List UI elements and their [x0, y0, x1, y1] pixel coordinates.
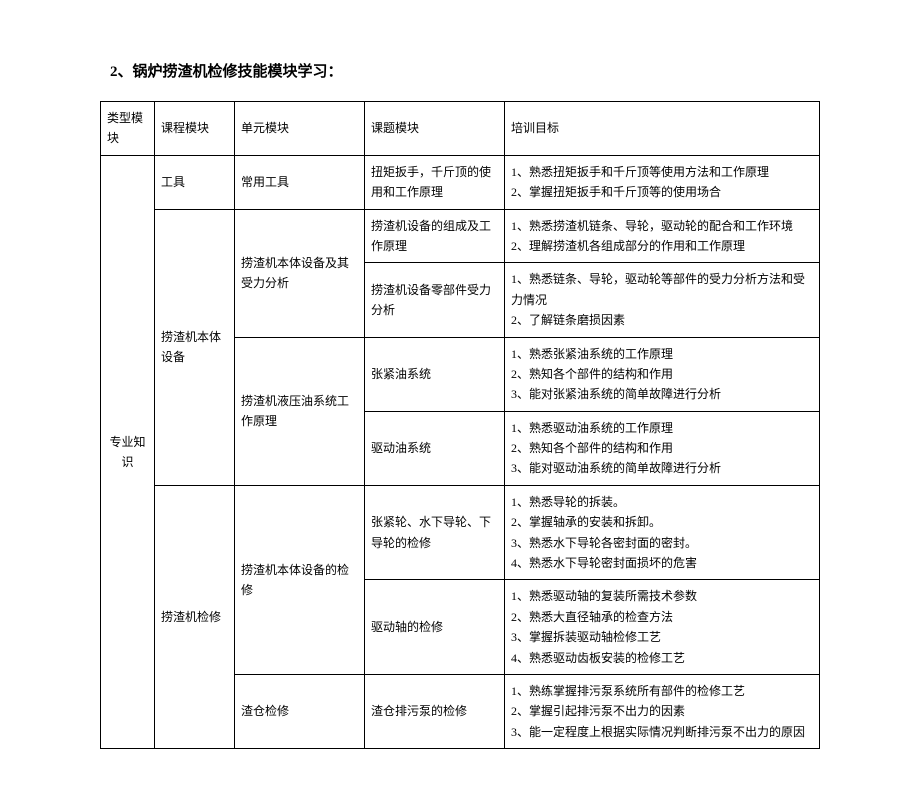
goal-line: 2、掌握扭矩扳手和千斤顶等的使用场合 — [511, 182, 813, 202]
topic-module-cell: 渣仓排污泵的检修 — [365, 674, 505, 748]
goal-cell: 1、熟悉驱动油系统的工作原理2、熟知各个部件的结构和作用3、能对驱动油系统的简单… — [505, 411, 820, 485]
topic-module-cell: 捞渣机设备的组成及工作原理 — [365, 209, 505, 263]
goal-line: 1、熟悉驱动油系统的工作原理 — [511, 418, 813, 438]
goal-cell: 1、熟悉张紧油系统的工作原理2、熟知各个部件的结构和作用3、能对张紧油系统的简单… — [505, 337, 820, 411]
table-row: 捞渣机本体 设备捞渣机本体设备及其受力分析捞渣机设备的组成及工作原理1、熟悉捞渣… — [101, 209, 820, 263]
goal-cell: 1、熟悉驱动轴的复装所需技术参数2、熟悉大直径轴承的检查方法3、掌握拆装驱动轴检… — [505, 580, 820, 675]
header-unit: 单元模块 — [235, 102, 365, 156]
goal-line: 1、熟悉导轮的拆装。 — [511, 492, 813, 512]
unit-module-cell: 捞渣机本体设备及其受力分析 — [235, 209, 365, 337]
goal-line: 2、熟知各个部件的结构和作用 — [511, 364, 813, 384]
header-topic: 课题模块 — [365, 102, 505, 156]
goal-cell: 1、熟悉捞渣机链条、导轮，驱动轮的配合和工作环境2、理解捞渣机各组成部分的作用和… — [505, 209, 820, 263]
topic-module-cell: 扭矩扳手，千斤顶的使用和工作原理 — [365, 155, 505, 209]
topic-module-cell: 张紧油系统 — [365, 337, 505, 411]
goal-line: 2、理解捞渣机各组成部分的作用和工作原理 — [511, 236, 813, 256]
table-header-row: 类型模块 课程模块 单元模块 课题模块 培训目标 — [101, 102, 820, 156]
module-table: 类型模块 课程模块 单元模块 课题模块 培训目标 专业知识工具常用工具扭矩扳手，… — [100, 101, 820, 749]
goal-cell: 1、熟练掌握排污泵系统所有部件的检修工艺2、掌握引起排污泵不出力的因素3、能一定… — [505, 674, 820, 748]
unit-module-cell: 渣仓检修 — [235, 674, 365, 748]
unit-module-cell: 捞渣机液压油系统工作原理 — [235, 337, 365, 485]
course-module-cell: 捞渣机检修 — [155, 485, 235, 748]
goal-cell: 1、熟悉链条、导轮，驱动轮等部件的受力分析方法和受力情况2、了解链条磨损因素 — [505, 263, 820, 337]
goal-line: 2、掌握引起排污泵不出力的因素 — [511, 701, 813, 721]
topic-module-cell: 驱动轴的检修 — [365, 580, 505, 675]
type-module-cell: 专业知识 — [101, 155, 155, 748]
goal-line: 2、了解链条磨损因素 — [511, 310, 813, 330]
table-row: 专业知识工具常用工具扭矩扳手，千斤顶的使用和工作原理1、熟悉扭矩扳手和千斤顶等使… — [101, 155, 820, 209]
topic-module-cell: 驱动油系统 — [365, 411, 505, 485]
table-row: 捞渣机检修捞渣机本体设备的检修张紧轮、水下导轮、下导轮的检修1、熟悉导轮的拆装。… — [101, 485, 820, 580]
section-title: 2、锅炉捞渣机检修技能模块学习： — [110, 60, 820, 81]
goal-line: 1、熟悉驱动轴的复装所需技术参数 — [511, 586, 813, 606]
course-module-cell: 捞渣机本体 设备 — [155, 209, 235, 485]
goal-line: 1、熟悉张紧油系统的工作原理 — [511, 344, 813, 364]
goal-line: 1、熟悉捞渣机链条、导轮，驱动轮的配合和工作环境 — [511, 216, 813, 236]
goal-line: 3、能对张紧油系统的简单故障进行分析 — [511, 384, 813, 404]
goal-line: 2、熟知各个部件的结构和作用 — [511, 438, 813, 458]
unit-module-cell: 捞渣机本体设备的检修 — [235, 485, 365, 674]
goal-line: 1、熟悉扭矩扳手和千斤顶等使用方法和工作原理 — [511, 162, 813, 182]
goal-line: 3、掌握拆装驱动轴检修工艺 — [511, 627, 813, 647]
goal-line: 3、能对驱动油系统的简单故障进行分析 — [511, 458, 813, 478]
header-course: 课程模块 — [155, 102, 235, 156]
header-goal: 培训目标 — [505, 102, 820, 156]
topic-module-cell: 捞渣机设备零部件受力分析 — [365, 263, 505, 337]
goal-line: 3、能一定程度上根据实际情况判断排污泵不出力的原因 — [511, 722, 813, 742]
goal-line: 3、熟悉水下导轮各密封面的密封。 — [511, 533, 813, 553]
course-module-cell: 工具 — [155, 155, 235, 209]
header-type: 类型模块 — [101, 102, 155, 156]
goal-cell: 1、熟悉导轮的拆装。2、掌握轴承的安装和拆卸。3、熟悉水下导轮各密封面的密封。4… — [505, 485, 820, 580]
goal-line: 1、熟练掌握排污泵系统所有部件的检修工艺 — [511, 681, 813, 701]
goal-line: 2、掌握轴承的安装和拆卸。 — [511, 512, 813, 532]
goal-line: 1、熟悉链条、导轮，驱动轮等部件的受力分析方法和受力情况 — [511, 269, 813, 310]
topic-module-cell: 张紧轮、水下导轮、下导轮的检修 — [365, 485, 505, 580]
goal-cell: 1、熟悉扭矩扳手和千斤顶等使用方法和工作原理2、掌握扭矩扳手和千斤顶等的使用场合 — [505, 155, 820, 209]
unit-module-cell: 常用工具 — [235, 155, 365, 209]
goal-line: 4、熟悉水下导轮密封面损坏的危害 — [511, 553, 813, 573]
goal-line: 2、熟悉大直径轴承的检查方法 — [511, 607, 813, 627]
